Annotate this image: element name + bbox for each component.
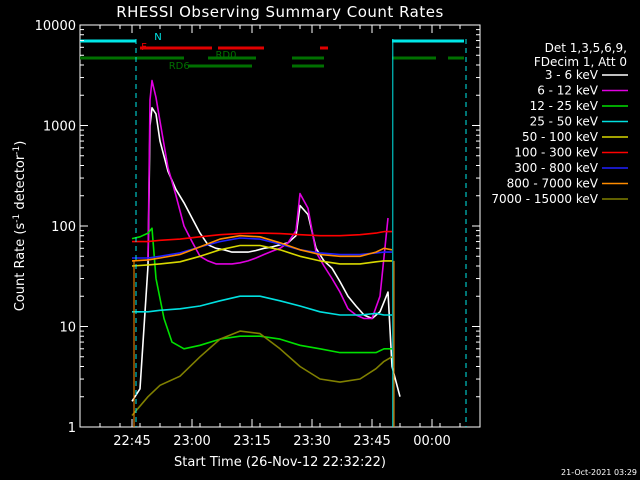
series-line	[131, 234, 393, 262]
y-tick-label: 100	[51, 220, 76, 235]
series-line	[132, 230, 392, 243]
footer-date: 21-Oct-2021 03:29	[561, 468, 637, 477]
x-tick-label: 00:00	[413, 434, 450, 449]
y-tick-label: 10000	[35, 19, 76, 34]
axes: 1 10 100 1000 10000 22:45 23:00 23:15 23:30 23:45…	[35, 19, 481, 449]
y-tick-label: 1000	[43, 120, 76, 135]
y-tick-label: 1	[68, 421, 76, 436]
series-line	[147, 79, 389, 320]
status-bars: NF RD0 RD6	[80, 32, 464, 72]
series-line	[131, 227, 392, 354]
x-axis-label: Start Time (26-Nov-12 22:32:22)	[174, 455, 386, 470]
y-tick-label: 10	[59, 321, 76, 336]
status-bar-label: RD0	[215, 50, 236, 61]
series-line	[131, 244, 392, 267]
legend-label: 3 - 6 keV	[545, 68, 599, 82]
status-bar-label: N	[154, 32, 161, 43]
legend-label: 300 - 800 keV	[514, 161, 598, 175]
legend-label: 7000 - 15000 keV	[491, 192, 598, 206]
x-tick-label: 23:00	[173, 434, 210, 449]
series-lines	[131, 79, 401, 417]
legend-label: 6 - 12 keV	[537, 84, 599, 98]
chart-title: RHESSI Observing Summary Count Rates	[116, 3, 444, 21]
x-tick-label: 23:15	[233, 434, 270, 449]
time-markers	[133, 39, 467, 427]
legend-label: 12 - 25 keV	[530, 99, 599, 113]
series-line	[131, 107, 401, 402]
legend-header: Det 1,3,5,6,9,	[545, 41, 627, 55]
x-tick-label: 23:30	[293, 434, 330, 449]
plot-frame	[79, 24, 481, 428]
legend-header: FDecim 1, Att 0	[534, 55, 627, 69]
legend-label: 25 - 50 keV	[530, 115, 599, 129]
legend-label: 800 - 7000 keV	[507, 177, 599, 191]
legend: Det 1,3,5,6,9,FDecim 1, Att 03 - 6 keV 6 …	[491, 41, 628, 206]
x-tick-label: 23:45	[353, 434, 390, 449]
series-line	[131, 330, 393, 417]
status-bar-label: F	[141, 42, 147, 53]
x-tick-label: 22:45	[113, 434, 150, 449]
series-line	[132, 295, 392, 316]
status-bar-label: RD6	[169, 61, 190, 72]
y-axis-label: Count Rate (s-1 detector-1)	[12, 141, 28, 312]
legend-label: 100 - 300 keV	[514, 146, 598, 160]
legend-label: 50 - 100 keV	[522, 130, 599, 144]
